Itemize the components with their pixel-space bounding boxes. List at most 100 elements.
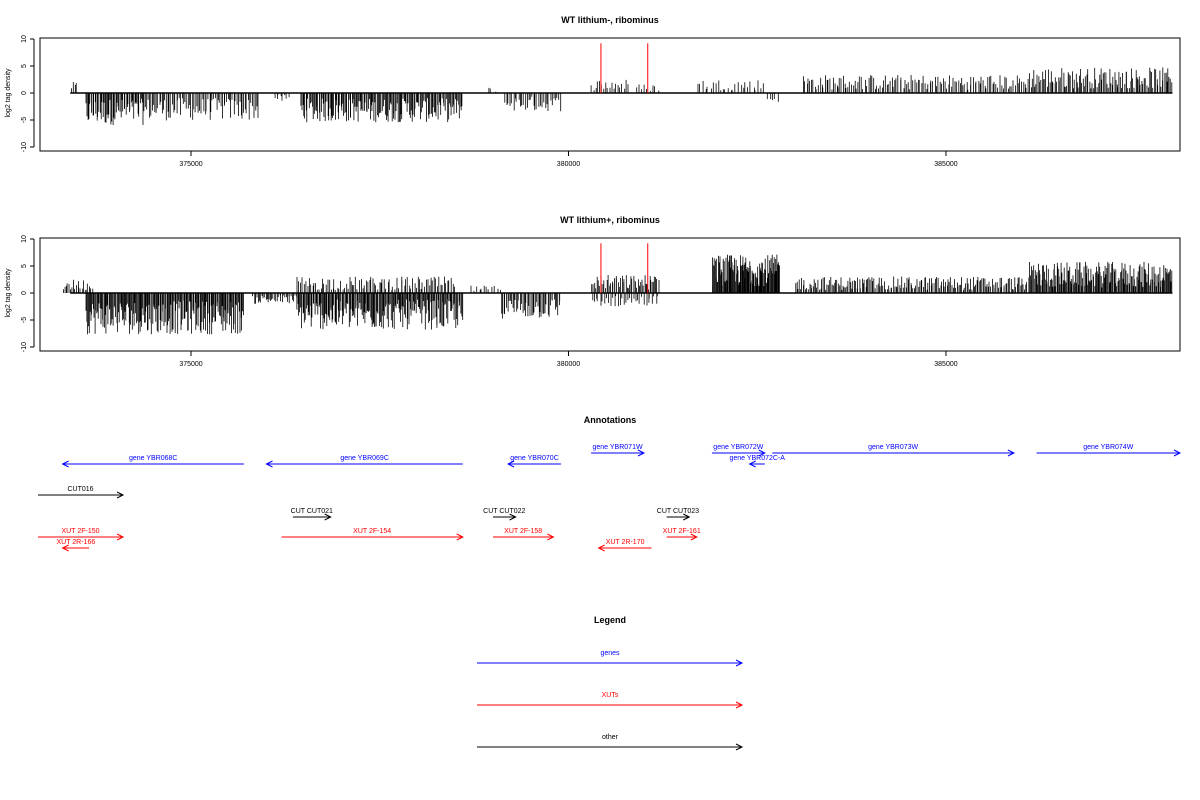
feature-arrowhead xyxy=(637,449,646,457)
annotations-title: Annotations xyxy=(584,415,637,425)
feature-arrowhead xyxy=(456,533,464,541)
annotation-feature: CUT CUT021 xyxy=(291,508,333,521)
density-bars xyxy=(63,254,1173,335)
feature-arrowhead xyxy=(690,533,698,541)
legend-label: genes xyxy=(600,650,620,657)
annotation-feature: gene YBR072W xyxy=(711,444,766,457)
annotation-feature: CUT016 xyxy=(38,486,125,499)
annotation-feature: CUT CUT023 xyxy=(657,508,699,521)
legend-entry: XUTs xyxy=(477,692,744,709)
y-tick-label: 5 xyxy=(21,64,28,68)
feature-label: gene YBR068C xyxy=(129,455,178,462)
y-tick-label: 0 xyxy=(21,291,28,295)
feature-label: CUT CUT021 xyxy=(291,508,333,515)
y-axis-label: log2 tag density xyxy=(5,268,12,318)
feature-arrowhead xyxy=(1007,449,1016,457)
feature-arrowhead xyxy=(116,491,125,499)
annotation-feature: gene YBR071W xyxy=(591,444,646,457)
annotation-feature: XUT 2F-150 xyxy=(38,528,125,541)
x-tick-label: 380000 xyxy=(557,361,580,368)
feature-arrowhead xyxy=(116,533,125,541)
panel-title: WT lithium-, ribominus xyxy=(561,15,659,25)
legend-entry: other xyxy=(477,734,744,751)
legend-arrowhead xyxy=(735,743,744,751)
annotation-feature: XUT 2R-170 xyxy=(597,539,652,552)
y-tick-label: -10 xyxy=(21,142,28,152)
feature-arrowhead xyxy=(748,460,756,468)
y-tick-label: -10 xyxy=(21,342,28,352)
x-tick-label: 380000 xyxy=(557,161,580,168)
feature-label: XUT 2F-161 xyxy=(663,528,701,535)
annotation-feature: XUT 2R-166 xyxy=(56,539,95,552)
y-axis: 10 5 0 -5 -10 xyxy=(21,35,35,152)
legend-entry: genes xyxy=(477,650,744,667)
y-tick-label: 5 xyxy=(21,264,28,268)
feature-label: gene YBR074W xyxy=(1083,444,1133,451)
annotation-feature: CUT CUT022 xyxy=(483,508,526,521)
annotation-feature: XUT 2F-158 xyxy=(492,528,555,541)
feature-label: gene YBR069C xyxy=(340,455,389,462)
feature-label: XUT 2R-170 xyxy=(606,539,645,546)
feature-label: CUT016 xyxy=(67,486,93,493)
annotation-feature: gene YBR074W xyxy=(1036,444,1182,457)
y-tick-label: 0 xyxy=(21,91,28,95)
annotation-feature: gene YBR069C xyxy=(265,455,463,468)
feature-arrowhead xyxy=(61,544,69,552)
feature-arrowhead xyxy=(758,449,766,457)
feature-arrowhead xyxy=(683,513,691,521)
annotation-feature: gene YBR070C xyxy=(506,455,561,468)
red-markers xyxy=(600,43,649,93)
feature-label: gene YBR072W xyxy=(713,444,763,451)
plot-frame xyxy=(39,237,1181,352)
density-bars xyxy=(71,67,1173,125)
annotation-feature: gene YBR073W xyxy=(772,444,1016,457)
legend-arrowhead xyxy=(735,701,744,709)
feature-label: CUT CUT022 xyxy=(483,508,525,515)
feature-label: gene YBR072C-A xyxy=(729,455,785,462)
legend: Legend genes XUTs other xyxy=(477,615,744,751)
panel-title: WT lithium+, ribominus xyxy=(560,215,660,225)
feature-arrowhead xyxy=(547,533,555,541)
y-axis: 10 5 0 -5 -10 xyxy=(21,235,35,352)
x-tick-label: 385000 xyxy=(934,161,957,168)
red-markers xyxy=(600,243,649,293)
annotation-feature: XUT 2F-154 xyxy=(281,528,464,541)
y-tick-label: -5 xyxy=(21,317,28,323)
feature-arrowhead xyxy=(509,513,517,521)
annotation-feature: XUT 2F-161 xyxy=(663,528,701,541)
density-panel-lithium-minus: WT lithium-, ribominus log2 tag density … xyxy=(5,15,1181,168)
legend-entries: genes XUTs other xyxy=(477,650,744,751)
x-axis: 375000 380000 385000 xyxy=(179,351,958,368)
y-tick-label: 10 xyxy=(21,235,28,243)
legend-title: Legend xyxy=(594,615,626,625)
feature-label: CUT CUT023 xyxy=(657,508,699,515)
feature-label: XUT 2F-150 xyxy=(62,528,100,535)
y-tick-label: 10 xyxy=(21,35,28,43)
x-tick-label: 375000 xyxy=(179,161,202,168)
feature-label: XUT 2F-158 xyxy=(504,528,542,535)
feature-arrowhead xyxy=(61,460,69,468)
annotation-features: gene YBR068C gene YBR069C gene YBR070C gene… xyxy=(38,444,1182,552)
legend-arrowhead xyxy=(735,659,744,667)
feature-arrowhead xyxy=(506,460,515,468)
feature-label: XUT 2F-154 xyxy=(353,528,391,535)
x-tick-label: 375000 xyxy=(179,361,202,368)
x-axis: 375000 380000 385000 xyxy=(179,151,958,168)
annotation-feature: gene YBR068C xyxy=(61,455,244,468)
feature-label: gene YBR070C xyxy=(510,455,559,462)
feature-arrowhead xyxy=(324,513,332,521)
density-panel-lithium-plus: WT lithium+, ribominus log2 tag density … xyxy=(5,215,1181,368)
feature-label: XUT 2R-166 xyxy=(56,539,95,546)
legend-label: XUTs xyxy=(602,692,619,699)
plot-frame xyxy=(39,37,1181,152)
x-tick-label: 385000 xyxy=(934,361,957,368)
legend-label: other xyxy=(602,734,619,741)
feature-arrowhead xyxy=(1173,449,1182,457)
feature-arrowhead xyxy=(597,544,605,552)
feature-label: gene YBR071W xyxy=(593,444,643,451)
feature-arrowhead xyxy=(265,460,273,468)
annotation-track: Annotations gene YBR068C gene YBR069C gene… xyxy=(38,415,1182,552)
feature-label: gene YBR073W xyxy=(868,444,918,451)
y-tick-label: -5 xyxy=(21,117,28,123)
